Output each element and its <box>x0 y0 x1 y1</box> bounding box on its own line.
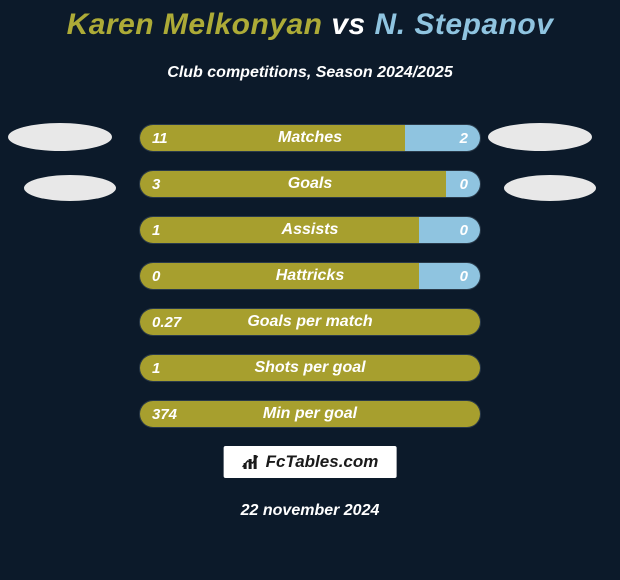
team-logo-left-2 <box>24 175 116 201</box>
stat-value-p1: 1 <box>140 217 419 243</box>
stat-row: 00Hattricks <box>139 262 481 290</box>
team-logo-left-1 <box>8 123 112 151</box>
stat-value-p1: 374 <box>140 401 480 427</box>
title-player2: N. Stepanov <box>375 8 554 41</box>
stat-value-p2: 2 <box>405 125 480 151</box>
subtitle: Club competitions, Season 2024/2025 <box>0 64 620 82</box>
stat-value-p1: 1 <box>140 355 480 381</box>
comparison-bars: 112Matches 30Goals 10Assists 00Hattricks 0.2… <box>139 124 481 428</box>
stat-value-p2: 0 <box>419 217 480 243</box>
team-logo-right-2 <box>504 175 596 201</box>
comparison-canvas: Karen Melkonyan vs N. Stepanov Club comp… <box>0 0 620 580</box>
stat-value-p1: 11 <box>140 125 405 151</box>
stat-value-p1: 3 <box>140 171 446 197</box>
title-player1: Karen Melkonyan <box>67 8 323 41</box>
stat-value-p1: 0.27 <box>140 309 480 335</box>
stat-row: 30Goals <box>139 170 481 198</box>
stat-row: 112Matches <box>139 124 481 152</box>
title-vs: vs <box>331 8 374 41</box>
team-logo-right-1 <box>488 123 592 151</box>
page-title: Karen Melkonyan vs N. Stepanov <box>0 8 620 42</box>
stat-value-p1: 0 <box>140 263 419 289</box>
stat-value-p2: 0 <box>419 263 480 289</box>
stat-row: 10Assists <box>139 216 481 244</box>
stat-row: 1Shots per goal <box>139 354 481 382</box>
branding-text: FcTables.com <box>266 452 379 472</box>
date-text: 22 november 2024 <box>0 502 620 520</box>
stat-value-p2: 0 <box>446 171 480 197</box>
branding-badge: FcTables.com <box>222 444 399 480</box>
chart-icon <box>242 453 260 471</box>
stat-row: 0.27Goals per match <box>139 308 481 336</box>
stat-row: 374Min per goal <box>139 400 481 428</box>
